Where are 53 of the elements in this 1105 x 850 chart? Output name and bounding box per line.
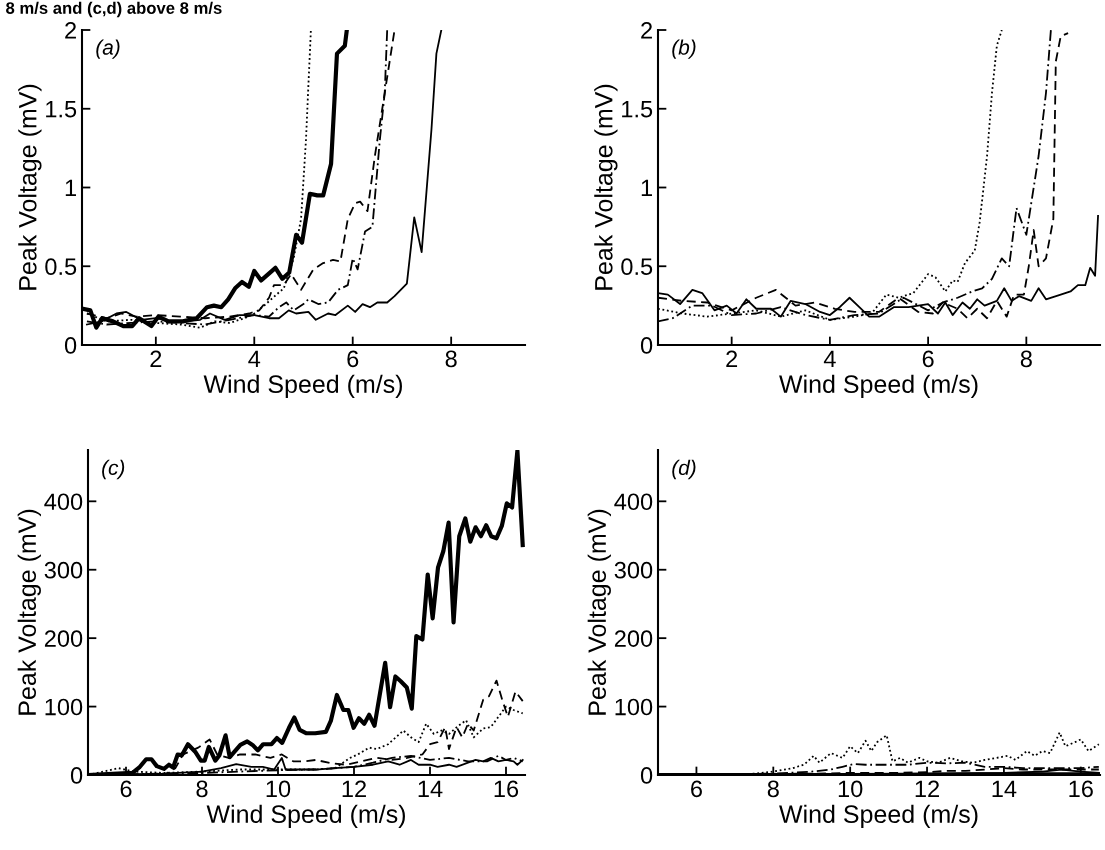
- x-tick-label: 6: [922, 350, 934, 368]
- x-tick-label: 8: [767, 780, 779, 798]
- y-tick-label: 2: [65, 22, 76, 39]
- x-tick-label: 4: [823, 350, 836, 367]
- y-axis-title: Peak Voltage (mV): [587, 509, 611, 715]
- x-tick-label: 2: [150, 350, 162, 367]
- x-tick-label: 8: [445, 350, 457, 368]
- y-tick-label: 0: [640, 767, 653, 784]
- y-tick-label: 200: [614, 630, 653, 647]
- y-tick-label: 300: [614, 561, 653, 579]
- y-tick-label: 100: [45, 698, 83, 716]
- y-tick-label: 1.5: [622, 101, 653, 118]
- x-tick-label: 6: [691, 780, 702, 798]
- x-tick-label: 16: [1069, 780, 1093, 798]
- y-axis-title: Peak Voltage (mV): [18, 84, 42, 290]
- y-tick-label: 200: [44, 630, 83, 647]
- annotation: (a): [96, 39, 120, 59]
- x-tick-label: 4: [248, 350, 261, 367]
- y-tick-label: 0: [64, 337, 77, 354]
- y-tick-label: 400: [44, 493, 83, 511]
- x-tick-label: 14: [992, 780, 1017, 797]
- y-tick-label: 2: [641, 22, 652, 39]
- x-tick-label: 14: [418, 780, 443, 797]
- y-tick-label: 1: [641, 179, 652, 197]
- x-tick-label: 12: [915, 780, 939, 797]
- x-tick-label: 2: [726, 350, 738, 367]
- annotation: (d): [672, 459, 696, 480]
- x-tick-label: 6: [120, 780, 132, 798]
- y-tick-label: 0: [640, 337, 653, 354]
- annotation: (c): [102, 459, 125, 480]
- x-tick-label: 16: [494, 780, 519, 798]
- chart-title: 8 m/s and (c,d) above 8 m/s: [6, 1, 222, 18]
- y-tick-label: 300: [44, 561, 83, 579]
- x-tick-label: 10: [838, 780, 863, 798]
- x-tick-label: 8: [196, 780, 208, 798]
- y-tick-label: 0.5: [621, 258, 653, 276]
- x-tick-label: 12: [342, 780, 366, 797]
- y-axis-title: Peak Voltage (mV): [594, 84, 618, 290]
- x-tick-label: 8: [1020, 350, 1032, 368]
- x-axis-title: Wind Speed (m/s): [206, 804, 405, 828]
- y-tick-label: 0: [70, 767, 83, 784]
- y-tick-label: 400: [614, 493, 653, 511]
- x-axis-title: Wind Speed (m/s): [779, 374, 978, 398]
- x-axis-title: Wind Speed (m/s): [203, 374, 402, 398]
- y-axis-title: Peak Voltage (mV): [17, 509, 41, 715]
- y-tick-label: 100: [615, 698, 653, 716]
- y-tick-label: 0.5: [45, 258, 77, 276]
- annotation: (b): [672, 39, 696, 59]
- y-tick-label: 1: [65, 179, 76, 197]
- y-tick-label: 1.5: [46, 101, 77, 118]
- x-tick-label: 10: [266, 780, 291, 798]
- x-axis-title: Wind Speed (m/s): [779, 804, 978, 828]
- x-tick-label: 6: [347, 350, 359, 368]
